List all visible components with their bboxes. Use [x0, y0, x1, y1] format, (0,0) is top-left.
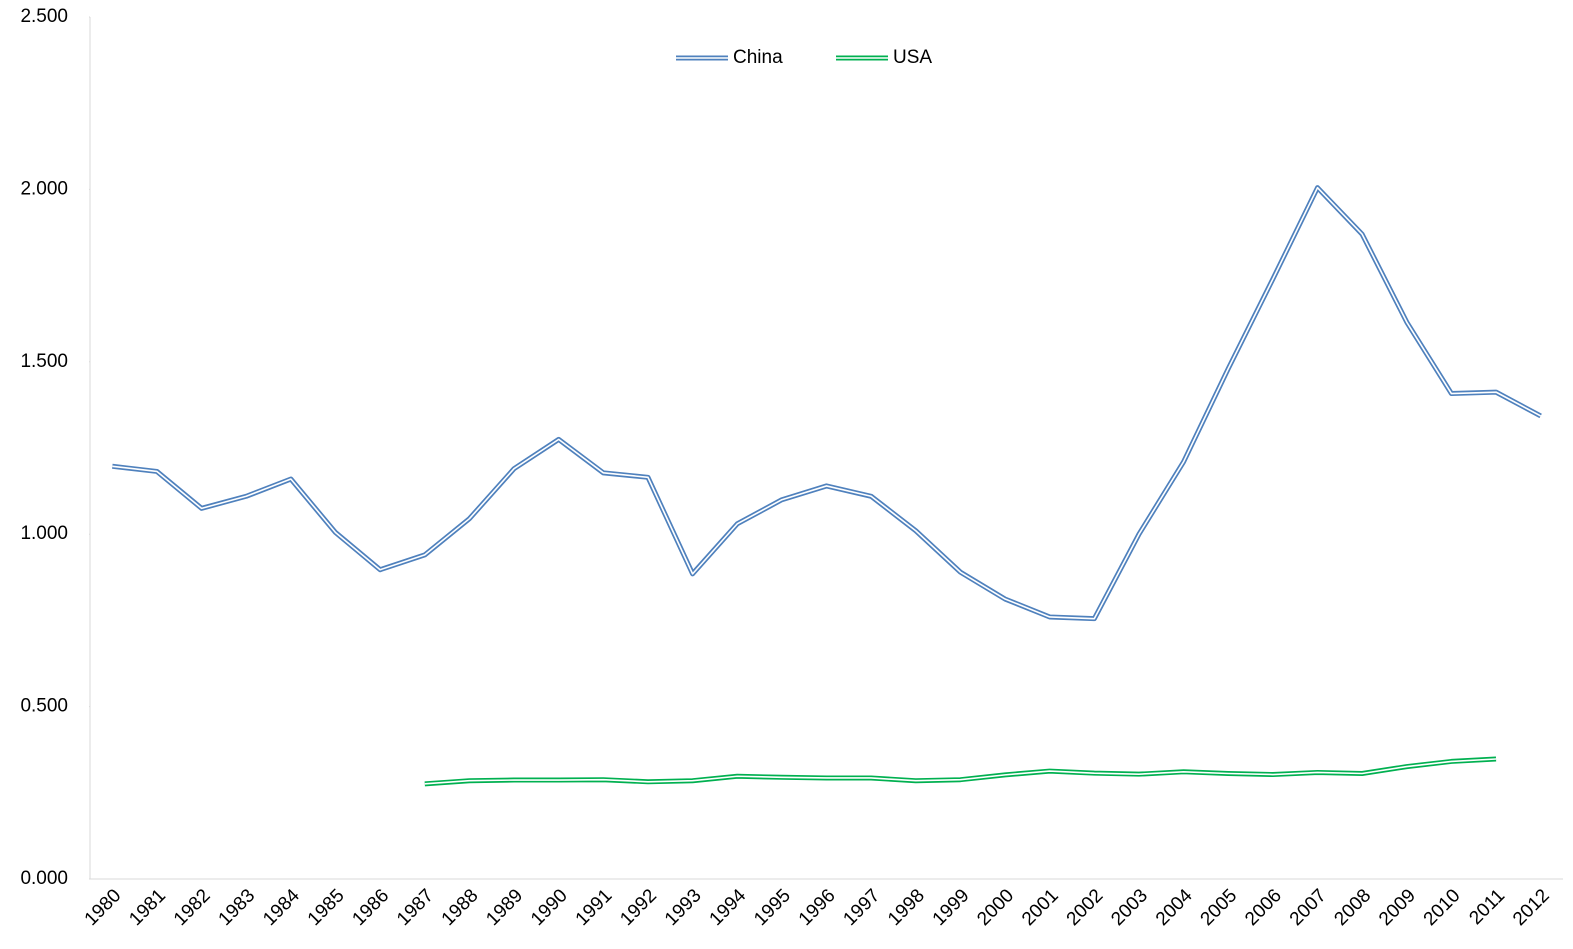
x-tick-label: 1993 — [661, 885, 706, 930]
series-line-inner — [424, 758, 1497, 785]
x-tick-label: 1982 — [170, 885, 215, 930]
x-tick-label: 2002 — [1063, 885, 1108, 930]
x-tick-label: 2012 — [1509, 885, 1554, 930]
x-tick-label: 1985 — [304, 885, 349, 930]
x-tick-label: 1980 — [81, 885, 126, 930]
x-tick-label: 2008 — [1330, 885, 1375, 930]
x-tick-label: 1990 — [527, 885, 572, 930]
y-tick-label: 1.000 — [20, 523, 68, 544]
x-tick-label: 2010 — [1420, 885, 1465, 930]
y-tick-label: 1.500 — [20, 351, 68, 372]
x-tick-label: 2004 — [1152, 885, 1197, 930]
legend-label: China — [733, 47, 783, 68]
x-tick-label: 1981 — [125, 885, 170, 930]
series-line-inner — [112, 186, 1542, 620]
x-tick-label: 1989 — [482, 885, 527, 930]
y-tick-label: 2.000 — [20, 178, 68, 199]
x-tick-label: 1996 — [795, 885, 840, 930]
x-tick-label: 2006 — [1241, 885, 1286, 930]
x-tick-label: 1998 — [884, 885, 929, 930]
x-tick-label: 2007 — [1286, 885, 1331, 930]
x-tick-label: 1984 — [259, 885, 304, 930]
x-tick-label: 1983 — [215, 885, 260, 930]
x-tick-label: 1991 — [572, 885, 617, 930]
x-tick-label: 2000 — [973, 885, 1018, 930]
y-tick-label: 0.000 — [20, 868, 68, 889]
x-tick-label: 1992 — [616, 885, 661, 930]
x-tick-label: 1987 — [393, 885, 438, 930]
x-tick-label: 1995 — [750, 885, 795, 930]
x-tick-label: 2003 — [1107, 885, 1152, 930]
x-tick-label: 2001 — [1018, 885, 1063, 930]
x-tick-label: 2005 — [1197, 885, 1242, 930]
x-tick-label: 1999 — [929, 885, 974, 930]
x-tick-label: 2011 — [1465, 885, 1509, 929]
y-tick-label: 2.500 — [20, 6, 68, 27]
x-tick-label: 2009 — [1375, 885, 1420, 930]
x-tick-label: 1986 — [348, 885, 393, 930]
x-tick-label: 1994 — [706, 885, 751, 930]
y-tick-label: 0.500 — [20, 696, 68, 717]
x-tick-label: 1997 — [839, 885, 884, 930]
series-line — [112, 185, 1542, 622]
x-tick-label: 1988 — [438, 885, 483, 930]
legend-label: USA — [893, 47, 932, 68]
